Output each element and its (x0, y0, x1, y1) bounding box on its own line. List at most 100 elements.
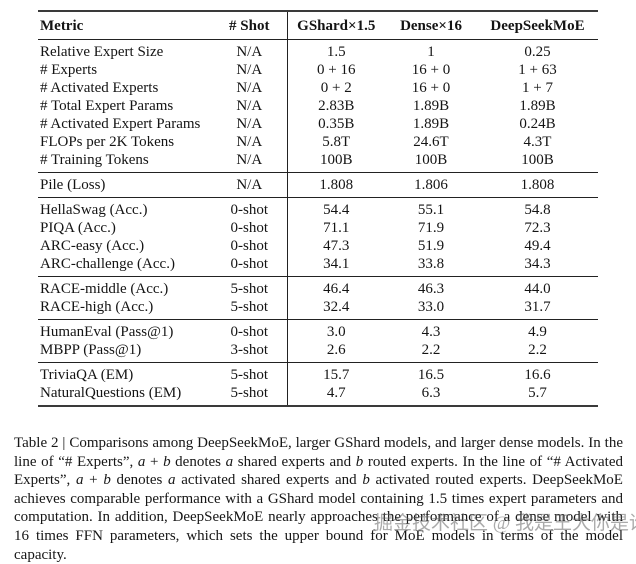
table-row: # Activated Expert Params N/A 0.35B 1.89B 0.… (38, 115, 598, 133)
value-cell: 4.7 (286, 384, 385, 406)
value-cell: 4.9 (528, 324, 547, 340)
value-cell: 5-shot (230, 299, 269, 315)
value-cell: 54.4 (286, 197, 385, 219)
value-cell: 51.9 (417, 238, 445, 254)
value-cell: 54.8 (524, 202, 551, 218)
value-cell: 0.25 (524, 44, 551, 60)
value-cell: 46.4 (286, 276, 385, 298)
table-caption: Table 2 | Comparisons among DeepSeekMoE,… (14, 434, 623, 564)
caption-math-var: a (225, 453, 234, 470)
value-cell: 5-shot (230, 385, 269, 401)
value-cell: 46.3 (417, 281, 445, 297)
value-cell: 34.1 (286, 255, 385, 277)
value-cell: N/A (236, 98, 263, 114)
caption-math-var: a (137, 453, 146, 470)
table-row: ARC-easy (Acc.) 0-shot 47.3 51.9 49.4 (38, 237, 598, 255)
value-cell: 1.808 (286, 172, 385, 198)
value-cell: 33.8 (417, 256, 445, 272)
value-cell: N/A (236, 152, 263, 168)
value-cell: 100B (414, 152, 448, 168)
table-row: RACE-high (Acc.) 5-shot 32.4 33.0 31.7 (38, 298, 598, 320)
caption-text: denotes (170, 453, 226, 470)
metric-cell: # Activated Experts (40, 80, 159, 96)
value-cell: 5-shot (230, 367, 269, 383)
caption-math-var: a (168, 472, 176, 489)
table-row: MBPP (Pass@1) 3-shot 2.6 2.2 2.2 (38, 341, 598, 363)
value-cell: N/A (236, 134, 263, 150)
value-cell: 16 + 0 (411, 80, 451, 96)
caption-text: shared experts and (233, 453, 356, 470)
table-row: HumanEval (Pass@1) 0-shot 3.0 4.3 4.9 (38, 319, 598, 341)
value-cell: 6.3 (421, 385, 441, 401)
caption-math-var: b (362, 472, 370, 489)
metric-cell: HellaSwag (Acc.) (40, 202, 148, 218)
value-cell: 4.3 (421, 324, 441, 340)
value-cell: 0 + 2 (286, 79, 385, 97)
value-cell: 1.5 (286, 39, 385, 61)
value-cell: 0-shot (230, 238, 269, 254)
caption-math-var: a (75, 472, 84, 489)
metric-cell: ARC-easy (Acc.) (40, 238, 145, 254)
caption-math-var: b (103, 472, 111, 489)
metric-cell: PIQA (Acc.) (40, 220, 116, 236)
table-row: TriviaQA (EM) 5-shot 15.7 16.5 16.6 (38, 362, 598, 384)
value-cell: 71.9 (417, 220, 445, 236)
value-cell: 100B (286, 151, 385, 173)
value-cell: 71.1 (286, 219, 385, 237)
value-cell: 5.7 (528, 385, 547, 401)
value-cell: 3-shot (230, 342, 269, 358)
value-cell: N/A (236, 62, 263, 78)
caption-math-var: b (163, 453, 171, 470)
table-2-container: Metric # Shot GShard×1.5 Dense×16 DeepSeekMo… (38, 10, 598, 407)
metric-cell: # Experts (40, 62, 98, 78)
metric-cell: # Activated Expert Params (40, 116, 201, 132)
value-cell: 1 + 7 (522, 80, 553, 96)
value-cell: 15.7 (286, 362, 385, 384)
value-cell: 0.24B (519, 116, 556, 132)
value-cell: 1 (427, 44, 435, 60)
caption-text: activated routed experts. DeepSeekMoE ac… (14, 472, 623, 563)
value-cell: 3.0 (286, 319, 385, 341)
metric-cell: ARC-challenge (Acc.) (40, 256, 175, 272)
value-cell: 1.89B (519, 98, 556, 114)
value-cell: 0-shot (230, 256, 269, 272)
value-cell: N/A (236, 80, 263, 96)
table-row: Relative Expert Size N/A 1.5 1 0.25 (38, 39, 598, 61)
value-cell: N/A (236, 177, 263, 193)
row-group-5: TriviaQA (EM) 5-shot 15.7 16.5 16.6 NaturalQu… (38, 362, 598, 406)
metric-cell: Pile (Loss) (40, 177, 106, 193)
value-cell: 24.6T (413, 134, 449, 150)
value-cell: 72.3 (524, 220, 551, 236)
value-cell: 32.4 (286, 298, 385, 320)
caption-text: denotes (110, 472, 169, 489)
row-group-4: HumanEval (Pass@1) 0-shot 3.0 4.3 4.9 MBPP (P… (38, 319, 598, 363)
metric-cell: NaturalQuestions (EM) (40, 385, 182, 401)
metric-cell: MBPP (Pass@1) (40, 342, 142, 358)
caption-text: routed experts. In the line of “# Activa… (14, 453, 623, 489)
metric-cell: FLOPs per 2K Tokens (40, 134, 175, 150)
value-cell: 16.5 (417, 367, 445, 383)
table-row: ARC-challenge (Acc.) 0-shot 34.1 33.8 34.3 (38, 255, 598, 277)
value-cell: 49.4 (524, 238, 551, 254)
value-cell: 16 + 0 (411, 62, 451, 78)
table-row: PIQA (Acc.) 0-shot 71.1 71.9 72.3 (38, 219, 598, 237)
table-row: NaturalQuestions (EM) 5-shot 4.7 6.3 5.7 (38, 384, 598, 406)
value-cell: 100B (521, 152, 554, 168)
row-group-0: Relative Expert Size N/A 1.5 1 0.25 # Experts… (38, 39, 598, 173)
value-cell: 47.3 (286, 237, 385, 255)
value-cell: 33.0 (417, 299, 445, 315)
value-cell: 2.6 (286, 341, 385, 363)
table-row: # Activated Experts N/A 0 + 2 16 + 0 1 + 7 (38, 79, 598, 97)
table-row: FLOPs per 2K Tokens N/A 5.8T 24.6T 4.3T (38, 133, 598, 151)
value-cell: 0 + 16 (286, 61, 385, 79)
value-cell: 0-shot (230, 220, 269, 236)
value-cell: 5-shot (230, 281, 269, 297)
col-header-gshard: GShard×1.5 (286, 11, 385, 40)
table-row: # Training Tokens N/A 100B 100B 100B (38, 151, 598, 173)
results-table: Metric # Shot GShard×1.5 Dense×16 DeepSeekMo… (38, 10, 598, 407)
metric-cell: # Total Expert Params (40, 98, 174, 114)
value-cell: 2.2 (421, 342, 441, 358)
table-row: # Experts N/A 0 + 16 16 + 0 1 + 63 (38, 61, 598, 79)
caption-text: + (83, 472, 104, 489)
table-row: Pile (Loss) N/A 1.808 1.806 1.808 (38, 172, 598, 198)
